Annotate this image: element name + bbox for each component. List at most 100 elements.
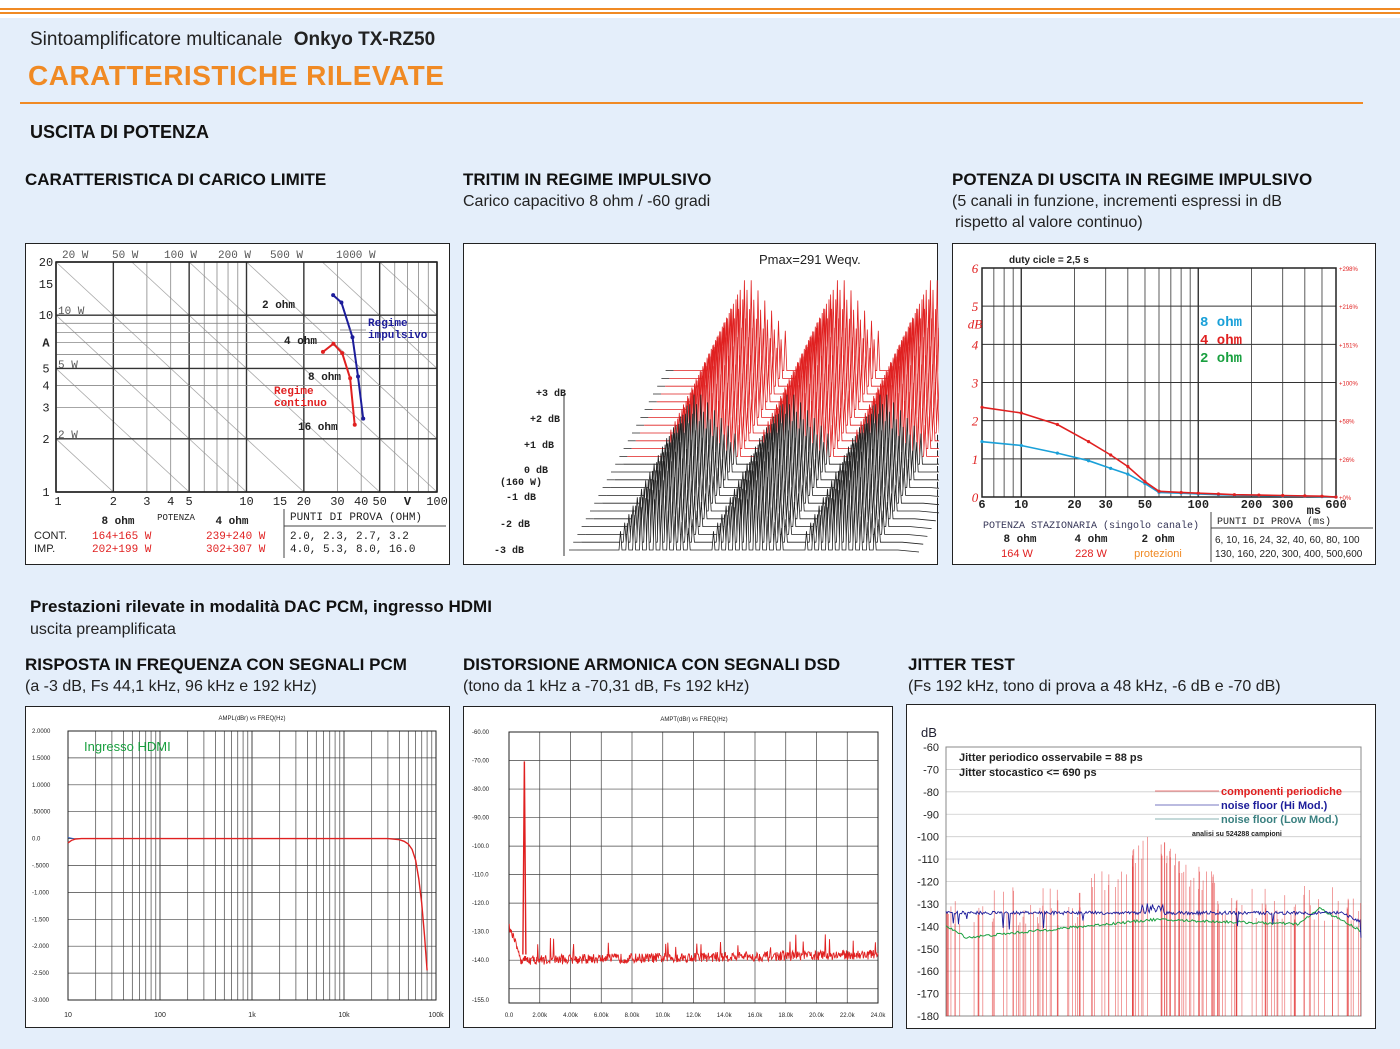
y-tick-label: -130: [917, 899, 939, 911]
data-point: [1143, 480, 1147, 484]
y-tick-label: -160: [917, 966, 939, 978]
val-8: 164 W: [1001, 548, 1033, 560]
y-tick-label: -1.500: [32, 917, 50, 923]
impulse-power-panel: duty cicle = 2,5 s 6 5 dB 4 3 2 1 0 +298% +216% +15…: [952, 243, 1376, 565]
y-tick-label: 1.0000: [32, 783, 51, 789]
jitter-chart: dB -60 -70 -80 -90 -100 -110 -120 -130 -140 -150 -1…: [917, 725, 1362, 1023]
power-line: [188, 261, 438, 493]
y-tick-label: 6: [972, 261, 979, 276]
y-tick-label: -.5000: [32, 864, 50, 870]
x-tick-label: V: [404, 495, 412, 509]
x-tick-label: 0.0: [505, 1013, 514, 1019]
data-point: [331, 341, 336, 346]
y-tick-label: -170: [917, 989, 939, 1001]
level-label: +2 dB: [530, 414, 560, 426]
data-point: [352, 422, 357, 427]
y-tick-label: -110: [918, 854, 939, 866]
right-tick-label: +151%: [1339, 343, 1359, 349]
y-tick-label: 4: [42, 380, 49, 394]
level-label: -3 dB: [494, 545, 524, 557]
y-tick-label: 5: [972, 299, 979, 314]
y-tick-label: 3: [971, 376, 979, 391]
chart-header: AMPT(dBr) vs FREQ(Hz): [660, 717, 727, 723]
data-point: [350, 335, 355, 340]
x-tick-label: 3: [143, 495, 150, 509]
row-punti: 2.0, 2.3, 2.7, 3.2: [290, 531, 409, 543]
data-point: [1320, 494, 1324, 498]
panel2-desc: Carico capacitivo 8 ohm / -60 gradi: [463, 193, 711, 210]
freq-response-panel: AMPL(dBr) vs FREQ(Hz) Ingresso HDMI 2.0000…: [25, 706, 450, 1028]
data-point: [1126, 464, 1130, 469]
data-point: [1126, 472, 1130, 476]
model-name: Onkyo TX-RZ50: [293, 29, 436, 50]
right-tick-label: +58%: [1339, 420, 1355, 426]
power-label: 500 W: [270, 250, 303, 262]
data-point: [1303, 494, 1307, 498]
annotation: 16 ohm: [298, 422, 338, 434]
y-tick-label: -70: [923, 764, 939, 776]
freq-response-chart: AMPL(dBr) vs FREQ(Hz) Ingresso HDMI 2.0000…: [32, 716, 444, 1019]
data-point: [356, 374, 361, 379]
x-tick-label: 200: [1241, 498, 1263, 512]
table-header: 8 ohm: [101, 516, 134, 528]
panel4-desc: (a -3 dB, Fs 44,1 kHz, 96 kHz e 192 kHz): [25, 678, 317, 695]
analysis-note: analisi su 524288 campioni: [1192, 831, 1282, 838]
jitter-panel: dB -60 -70 -80 -90 -100 -110 -120 -130 -140 -150 -1…: [906, 704, 1376, 1029]
x-tick-label: 100: [426, 495, 448, 509]
y-tick-label: -60: [923, 742, 939, 754]
y-tick-label: -130.0: [472, 930, 490, 936]
x-tick-label: 20: [1067, 498, 1081, 512]
x-tick-label: 10: [1014, 498, 1028, 512]
noise-trace: [508, 923, 879, 965]
table-header: POTENZA STAZIONARIA (singolo canale): [983, 520, 1199, 532]
legend-item: 4 ohm: [1200, 333, 1242, 349]
right-tick-label: +298%: [1339, 267, 1359, 273]
x-tick-label: 4.00k: [563, 1013, 579, 1019]
annotation: 2 ohm: [262, 300, 295, 312]
y-tick-label: -100.0: [472, 844, 490, 850]
y-tick-label: .50000: [32, 810, 51, 816]
data-point: [1196, 491, 1200, 495]
x-tick-label: 20: [297, 495, 311, 509]
power-line: [379, 261, 438, 316]
waterfall-trace: [577, 499, 920, 553]
panel5-desc: (tono da 1 kHz a -70,31 dB, Fs 192 kHz): [463, 678, 750, 695]
x-tick-label: 10.0k: [655, 1013, 671, 1019]
tritim-panel: Pmax=291 Weqv. +3 dB +2 dB +1 dB 0 dB (160 W)…: [463, 243, 939, 565]
row-value-8: 202+199 W: [92, 544, 152, 556]
data-point: [1055, 451, 1059, 455]
x-tick-label: 100: [1187, 498, 1209, 512]
panel2-title: TRITIM IN REGIME IMPULSIVO: [463, 170, 712, 189]
data-point: [1179, 490, 1183, 495]
response-line-blue: [67, 837, 74, 840]
y-axis-title: dB: [921, 725, 937, 740]
data-point: [361, 416, 366, 421]
panel3-title: POTENZA DI USCITA IN REGIME IMPULSIVO: [952, 170, 1313, 189]
level-label: +1 dB: [524, 440, 554, 452]
x-tick-label: ms: [1307, 504, 1321, 518]
row-value-4: 239+240 W: [206, 531, 266, 543]
data-point: [1281, 493, 1285, 498]
punti-1: 6, 10, 16, 24, 32, 40, 60, 80, 100: [1215, 535, 1360, 546]
plot-frame: [945, 746, 1362, 1017]
power-label: 5 W: [58, 360, 78, 372]
y-tick-label: -140.0: [472, 958, 490, 964]
data-point: [1019, 411, 1023, 415]
section-title: USCITA DI POTENZA: [30, 122, 209, 142]
plot-frame: [981, 267, 1337, 498]
col-4: 4 ohm: [1074, 534, 1107, 546]
y-tick-label: -120.0: [472, 901, 490, 907]
x-tick-label: 100k: [428, 1012, 444, 1019]
data-point: [348, 376, 353, 381]
val-2: protezioni: [1134, 548, 1182, 560]
panel5-title: DISTORSIONE ARMONICA CON SEGNALI DSD: [463, 655, 841, 674]
power-label: 100 W: [164, 250, 197, 262]
data-point: [1109, 453, 1113, 457]
jitter-periodic-text: Jitter periodico osservabile = 88 ps: [959, 752, 1143, 764]
panel3-desc1: (5 canali in funzione, incrementi espres…: [952, 193, 1282, 210]
power-label: 50 W: [112, 250, 139, 262]
legend-item: noise floor (Low Mod.): [1221, 814, 1339, 826]
x-tick-label: 8.00k: [625, 1013, 641, 1019]
fundamental-peak: [522, 761, 527, 955]
